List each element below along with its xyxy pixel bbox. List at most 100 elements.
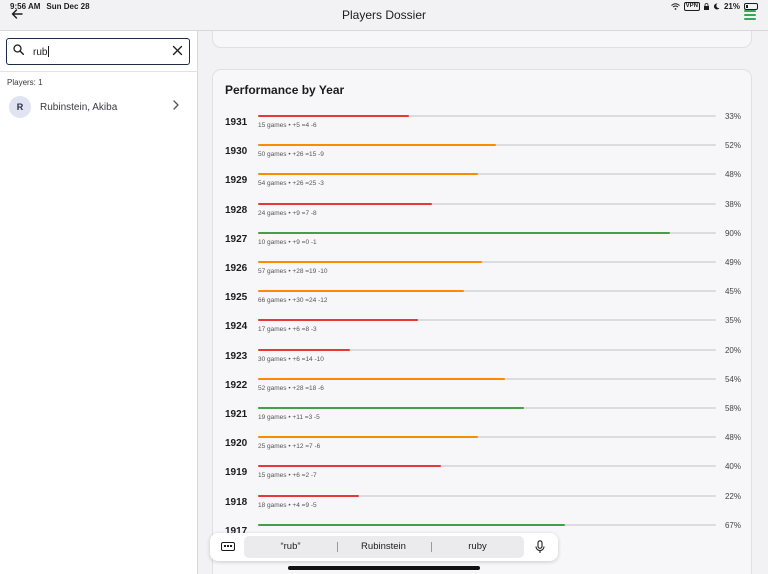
- suggestion-1[interactable]: “rub”: [280, 541, 301, 552]
- year-percentage: 22%: [724, 491, 741, 501]
- year-percentage: 20%: [724, 345, 741, 355]
- players-count: Players: 1: [7, 78, 43, 87]
- year-stats: 17 games • +6 =8 -3: [258, 326, 317, 334]
- year-label: 1919: [225, 467, 248, 479]
- keyboard-suggestion-bar: “rub” Rubinstein ruby: [210, 533, 558, 561]
- year-percentage: 38%: [724, 199, 741, 209]
- status-bar: 9:56 AM Sun Dec 28 VPN 21%: [0, 0, 768, 12]
- score-bar: [258, 115, 410, 117]
- score-bar: [258, 202, 433, 205]
- suggestion-group: “rub” Rubinstein ruby: [244, 536, 524, 558]
- score-bar: [258, 348, 350, 351]
- year-row: 1921 19 games • +11 =3 -5 58%: [213, 404, 753, 433]
- main-content[interactable]: Performance by Year 1931 15 games • +5 =4…: [198, 31, 768, 574]
- menu-icon[interactable]: [744, 10, 756, 20]
- year-label: 1926: [225, 263, 248, 274]
- year-stats: 54 games • +26 =25 -3: [258, 180, 324, 188]
- year-row: 1925 66 games • +30 =24 -12 45%: [213, 287, 753, 316]
- performance-card: Performance by Year 1931 15 games • +5 =4…: [212, 69, 752, 574]
- score-bar: [258, 261, 483, 263]
- search-input[interactable]: rub: [33, 46, 50, 58]
- score-bar: [258, 319, 419, 322]
- year-label: 1929: [225, 175, 248, 187]
- vpn-badge: VPN: [683, 1, 700, 11]
- year-percentage: 35%: [724, 316, 741, 326]
- year-label: 1922: [225, 379, 248, 391]
- suggestion-separator: [337, 542, 338, 552]
- score-bar-track: [258, 436, 716, 439]
- year-stats: 57 games • +28 =19 -10: [258, 268, 328, 275]
- clear-icon[interactable]: [172, 45, 183, 56]
- search-input-value: rub: [33, 47, 48, 58]
- score-bar: [258, 377, 506, 380]
- divider: [0, 71, 198, 72]
- year-row: 1931 15 games • +5 =4 -6 33%: [213, 112, 753, 141]
- score-bar-track: [258, 144, 716, 147]
- year-row: 1926 57 games • +28 =19 -10 49%: [213, 258, 753, 287]
- year-percentage: 48%: [724, 170, 741, 180]
- year-label: 1923: [225, 350, 248, 362]
- year-stats: 15 games • +6 =2 -7: [258, 472, 317, 480]
- suggestion-2[interactable]: Rubinstein: [361, 541, 406, 552]
- year-row: 1927 10 games • +9 =0 -1 90%: [213, 229, 753, 258]
- year-row: 1930 50 games • +26 =15 -9 52%: [213, 141, 753, 170]
- year-stats: 30 games • +6 =14 -10: [258, 355, 324, 363]
- year-label: 1931: [225, 117, 248, 128]
- search-icon: [13, 44, 24, 55]
- search-field[interactable]: rub: [6, 38, 190, 65]
- year-label: 1917: [225, 525, 248, 537]
- player-name: Rubinstein, Akiba: [40, 102, 118, 113]
- year-label: 1921: [225, 409, 248, 420]
- wifi-icon: [670, 2, 680, 10]
- score-bar: [258, 523, 565, 526]
- year-row: 1918 18 games • +4 =9 -5 22%: [213, 492, 753, 521]
- score-bar-track: [258, 290, 716, 293]
- year-label: 1918: [225, 496, 248, 508]
- score-bar: [258, 407, 524, 409]
- score-bar-track: [258, 348, 716, 351]
- year-label: 1927: [225, 233, 248, 245]
- score-bar-track: [258, 231, 716, 234]
- suggestion-3[interactable]: ruby: [468, 541, 487, 552]
- score-bar-track: [258, 407, 716, 409]
- navigation-bar: Players Dossier: [0, 0, 768, 31]
- score-bar-track: [258, 319, 716, 322]
- keyboard-icon[interactable]: [221, 542, 235, 551]
- year-label: 1925: [225, 292, 248, 304]
- suggestion-separator: [431, 542, 432, 552]
- lock-icon: [703, 2, 709, 10]
- year-label: 1930: [225, 146, 248, 158]
- year-label: 1928: [225, 204, 248, 216]
- microphone-icon[interactable]: [535, 540, 545, 554]
- status-date: Sun Dec 28: [46, 1, 90, 11]
- previous-card: [212, 31, 752, 48]
- year-label: 1924: [225, 321, 248, 333]
- score-bar-track: [258, 523, 716, 526]
- score-bar: [258, 494, 359, 497]
- score-bar-track: [258, 377, 716, 380]
- sidebar: rub Players: 1 R Rubinstein, Akiba: [0, 31, 198, 574]
- year-label: 1920: [225, 438, 248, 450]
- year-percentage: 40%: [724, 462, 741, 472]
- year-row: 1917 67%: [213, 521, 753, 550]
- year-stats: 50 games • +26 =15 -9: [258, 151, 324, 159]
- year-percentage: 90%: [724, 228, 741, 238]
- year-percentage: 58%: [724, 404, 741, 413]
- year-percentage: 48%: [724, 433, 741, 443]
- back-arrow-icon[interactable]: [11, 8, 23, 23]
- score-bar: [258, 231, 671, 234]
- year-percentage: 49%: [724, 258, 741, 267]
- year-row: 1924 17 games • +6 =8 -3 35%: [213, 316, 753, 345]
- score-bar-track: [258, 494, 716, 497]
- score-bar: [258, 436, 478, 439]
- score-bar-track: [258, 202, 716, 205]
- score-bar: [258, 173, 478, 176]
- chevron-right-icon: [172, 100, 180, 113]
- player-list-item[interactable]: R Rubinstein, Akiba: [0, 92, 198, 122]
- avatar: R: [9, 96, 31, 118]
- score-bar: [258, 465, 442, 468]
- performance-title: Performance by Year: [225, 83, 345, 97]
- home-indicator: [288, 566, 480, 570]
- year-stats: 10 games • +9 =0 -1: [258, 238, 317, 246]
- battery-percent: 21%: [723, 1, 740, 11]
